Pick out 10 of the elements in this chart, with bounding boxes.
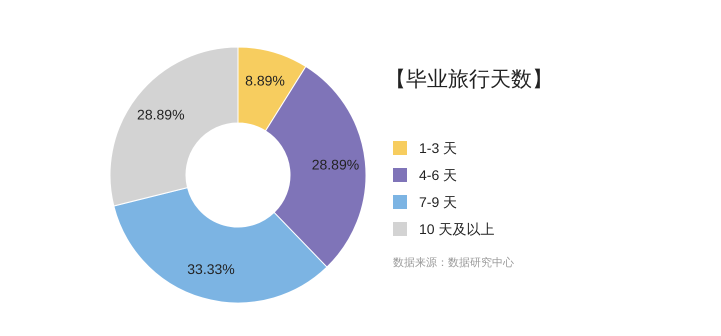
data-label: 33.33%: [187, 261, 235, 278]
text: 【毕业旅行天数】: [385, 68, 553, 91]
legend-label: 1-3 天: [419, 140, 458, 156]
legend-label: 10 天及以上: [419, 220, 494, 237]
data-label: 28.89%: [137, 106, 185, 123]
data-label: 8.89%: [245, 72, 285, 89]
source-note: 数据来源：数据研究中心: [393, 256, 514, 269]
data-label: 28.89%: [312, 156, 360, 173]
legend-label: 4-6 天: [419, 166, 458, 183]
legend-label: 7-9 天: [419, 194, 458, 210]
